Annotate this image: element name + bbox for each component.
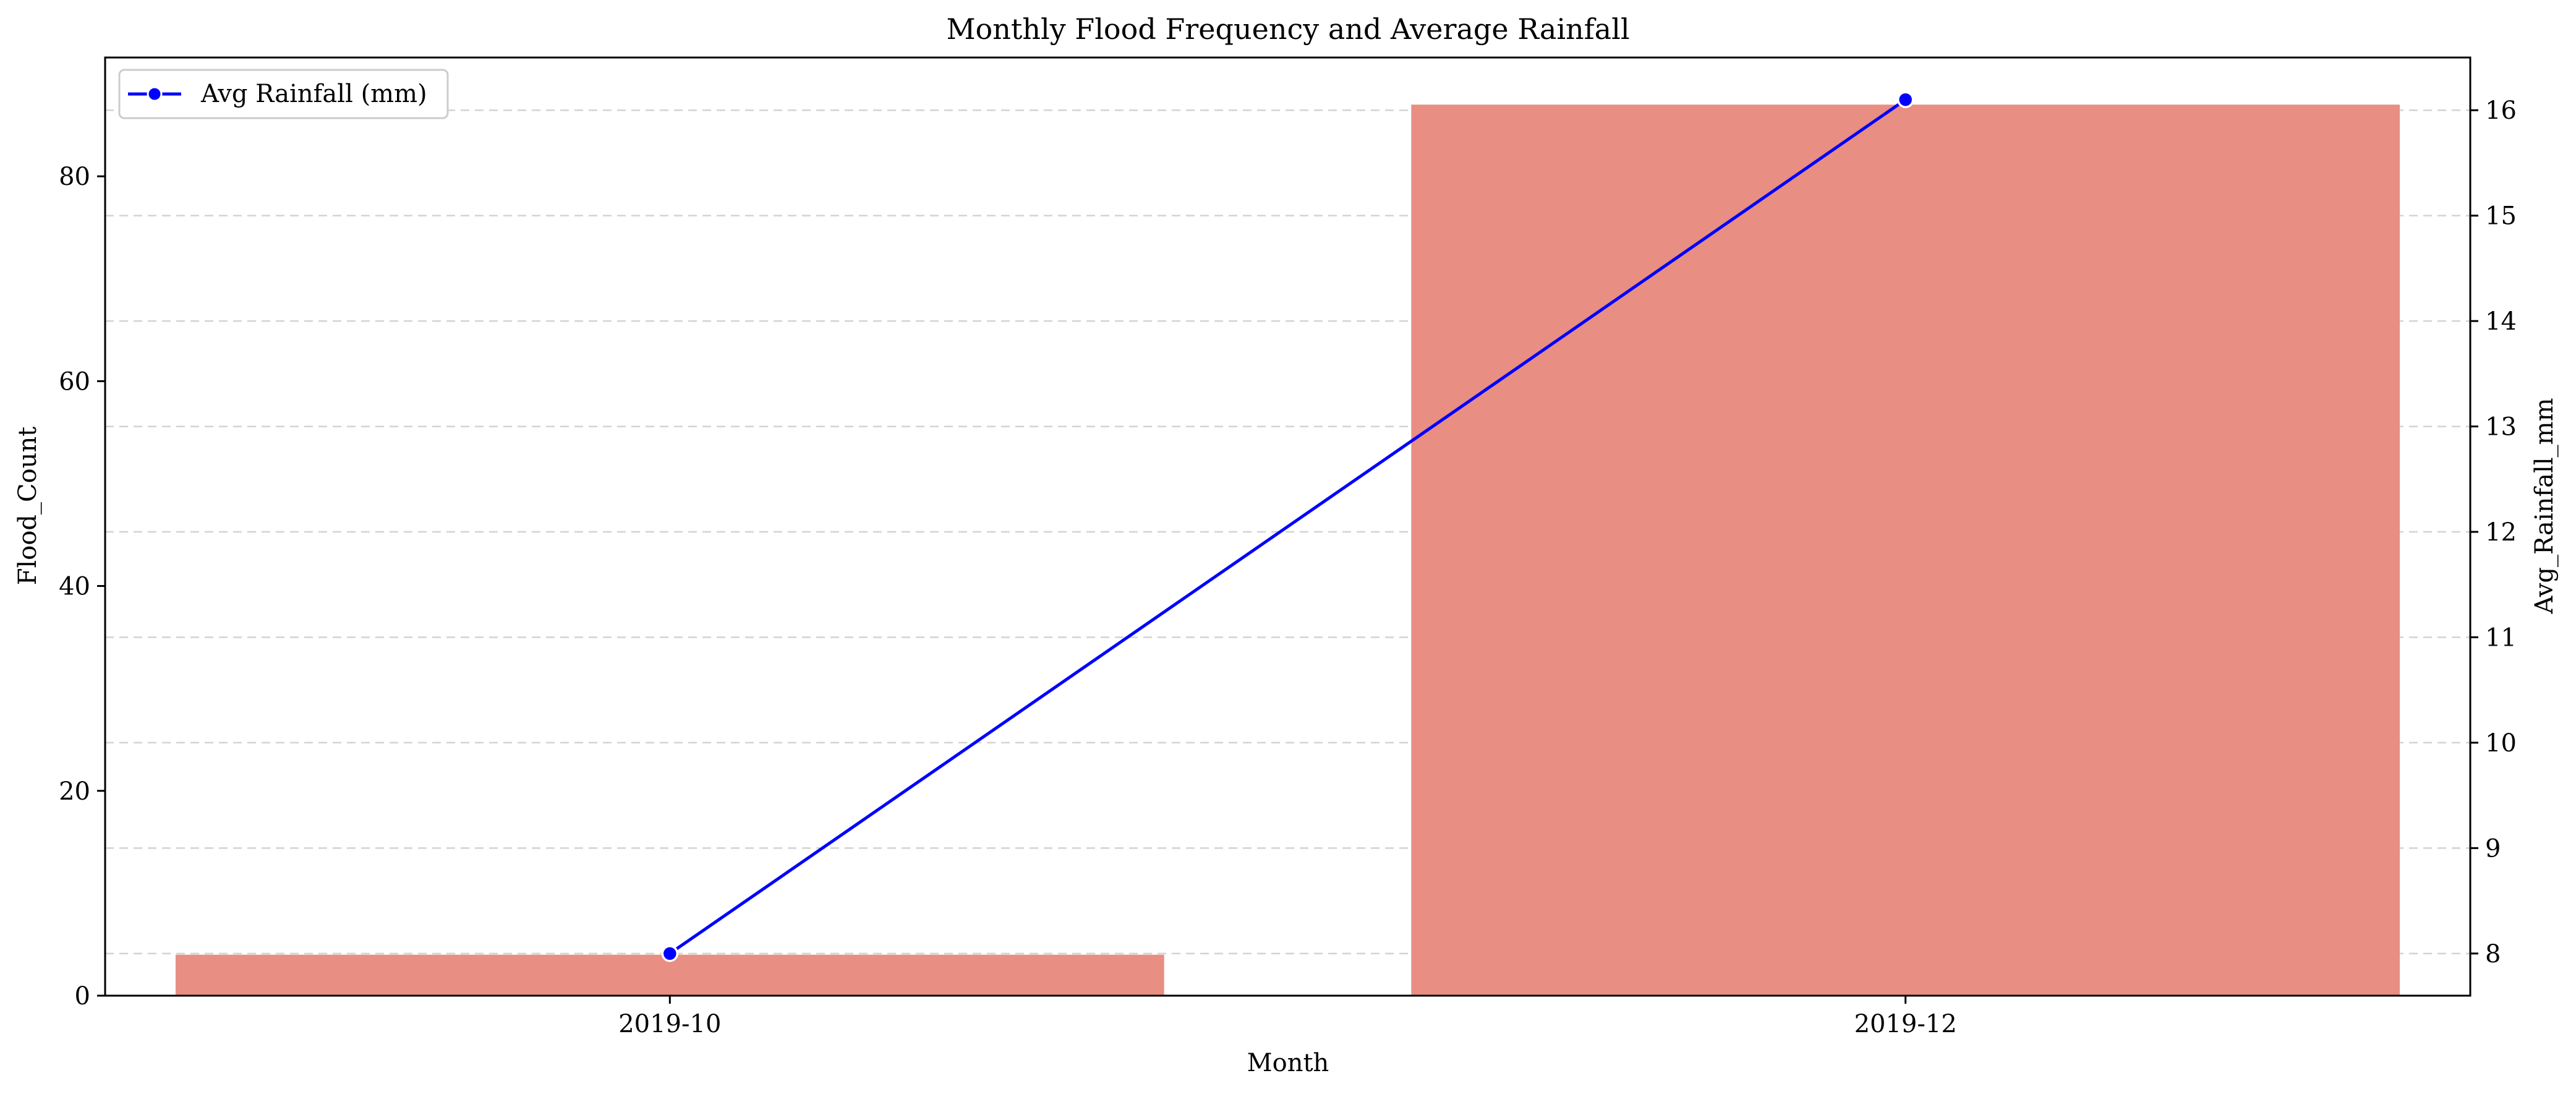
plot-frame	[104, 56, 2472, 997]
y2-tick-label: 8	[2485, 940, 2501, 968]
y-tick-label: 20	[59, 777, 90, 806]
y2-axis-label: Avg_Rainfall_mm	[2530, 398, 2559, 614]
y-tick-label: 80	[59, 163, 90, 191]
y2-tick-label: 16	[2485, 96, 2517, 125]
legend-box	[118, 69, 449, 119]
chart-title: Monthly Flood Frequency and Average Rain…	[946, 12, 1629, 46]
rainfall-line	[668, 98, 1907, 955]
y-tick-label: 60	[59, 367, 90, 396]
x-tick-label: 2019-10	[618, 1010, 721, 1038]
axes: 0 20 40 60 80 8 9 10 11 12 13 14 15 16 2019-10 2019-12	[59, 96, 2517, 1038]
rainfall-point-2019-12	[1896, 91, 1914, 108]
y-axis-label: Flood_Count	[14, 427, 42, 586]
x-tick-label: 2019-12	[1854, 1010, 1957, 1038]
y2-tick-label: 15	[2485, 202, 2517, 231]
rainfall-line-series	[661, 91, 1914, 962]
y2-tick-label: 9	[2485, 834, 2501, 863]
y2-tick-label: 14	[2485, 307, 2517, 336]
y2-tick-label: 13	[2485, 413, 2517, 442]
y2-tick-label: 11	[2485, 623, 2517, 652]
bar-2019-12	[1411, 105, 2400, 996]
legend: Avg Rainfall (mm)	[118, 69, 449, 119]
legend-marker-swatch	[147, 86, 163, 102]
y-tick-label: 40	[59, 573, 90, 601]
x-axis-label: Month	[1247, 1049, 1329, 1077]
y2-tick-label: 12	[2485, 518, 2517, 547]
rainfall-point-2019-10	[661, 945, 679, 962]
y-tick-label: 0	[75, 982, 90, 1011]
bars	[175, 105, 2400, 996]
y2-tick-label: 10	[2485, 729, 2517, 758]
legend-label: Avg Rainfall (mm)	[200, 80, 427, 108]
